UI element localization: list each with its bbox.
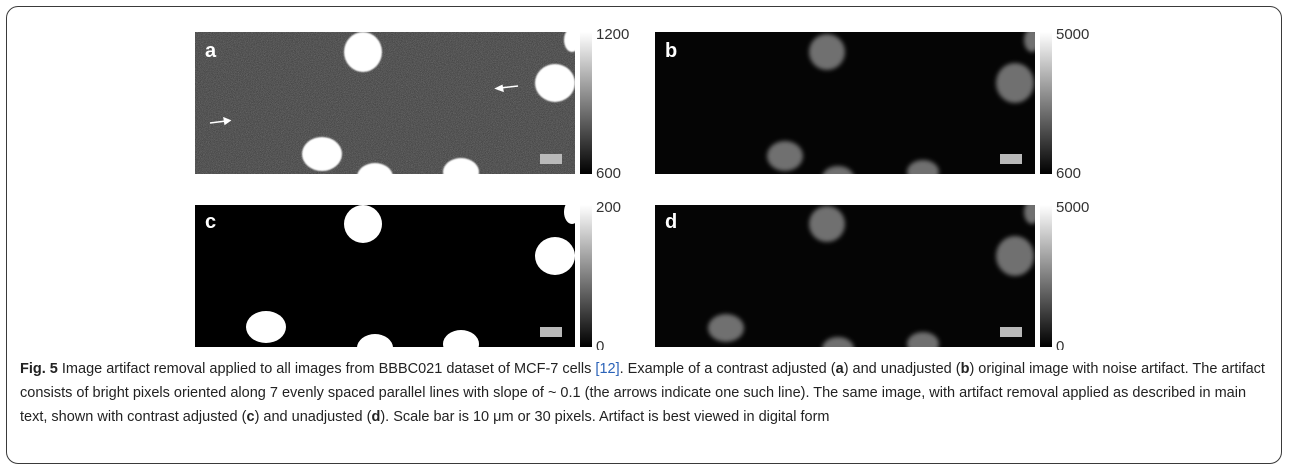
colorbar-max-c: 200: [596, 199, 621, 216]
colorbar-min-d: 0: [1056, 338, 1064, 350]
caption-text: Image artifact removal applied to all im…: [57, 361, 596, 377]
figure-frame: [6, 6, 1282, 464]
figure-panels: a 1200 600 b 5000 600: [195, 26, 1089, 350]
panel-label-d: d: [665, 211, 677, 233]
caption-ref-c: c: [246, 409, 255, 425]
panel-d: d 5000 0: [655, 199, 1089, 350]
panel-c: c 200 0: [195, 199, 621, 350]
colorbar-min-c: 0: [596, 338, 604, 350]
panel-b: b 5000 600: [655, 26, 1089, 182]
caption-text: ) original image with noise artifact. Th…: [20, 361, 1265, 425]
colorbar-c: [580, 205, 592, 347]
caption-ref-b: b: [960, 361, 970, 377]
caption-ref-a: a: [835, 361, 844, 377]
citation-link[interactable]: [12]: [595, 361, 620, 377]
colorbar-min-b: 600: [1056, 165, 1081, 182]
artifact-arrow-icon: [209, 116, 232, 126]
panel-label-b: b: [665, 40, 677, 62]
caption-text: ). Scale bar is 10 μm or 30 pixels. Arti…: [380, 409, 830, 425]
colorbar-max-a: 1200: [596, 26, 629, 43]
colorbar-a: [580, 32, 592, 174]
caption-text: . Example of a contrast adjusted (: [619, 361, 836, 377]
figure-caption: Fig. 5 Image artifact removal applied to…: [20, 357, 1270, 429]
colorbar-b: [1040, 32, 1052, 174]
panel-label-c: c: [205, 211, 216, 233]
caption-text: ) and unadjusted (: [254, 409, 372, 425]
colorbar-min-a: 600: [596, 165, 621, 182]
caption-text: ) and unadjusted (: [843, 361, 961, 377]
colorbar-max-d: 5000: [1056, 199, 1089, 216]
colorbar-max-b: 5000: [1056, 26, 1089, 43]
panel-a: a 1200 600: [195, 26, 629, 182]
artifact-arrow-icon: [494, 84, 519, 93]
fig-label: Fig. 5: [20, 361, 58, 377]
colorbar-d: [1040, 205, 1052, 347]
caption-ref-d: d: [371, 409, 381, 425]
panel-label-a: a: [205, 40, 217, 62]
